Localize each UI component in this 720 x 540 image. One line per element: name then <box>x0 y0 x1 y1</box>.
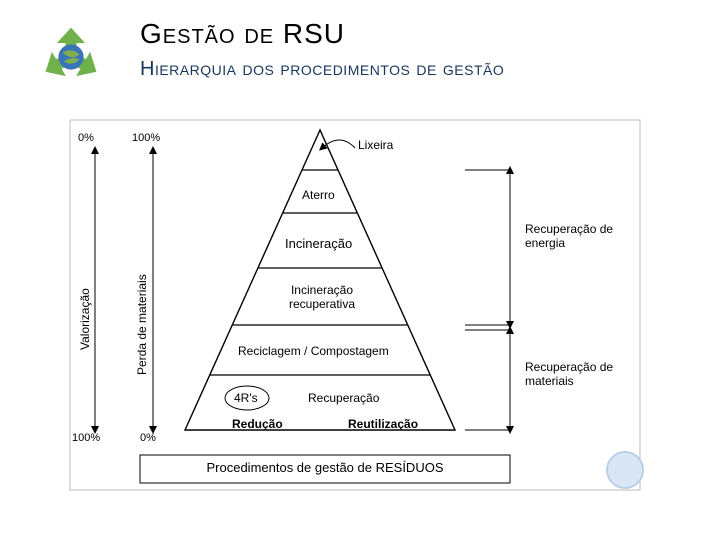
perda-bot-pct: 0% <box>140 432 156 444</box>
valorizacao-bot-pct: 100% <box>72 432 100 444</box>
label-aterro: Aterro <box>302 188 335 202</box>
pyramid-outline <box>185 130 455 430</box>
hierarchy-pyramid-diagram <box>0 0 720 540</box>
valorizacao-top-pct: 0% <box>78 132 94 144</box>
label-incin-recup: Incineração recuperativa <box>282 283 362 312</box>
label-4rs: 4R's <box>234 391 258 405</box>
label-incineracao: Incineração <box>285 236 352 251</box>
label-lixeira: Lixeira <box>358 138 393 152</box>
corner-bubble-icon <box>607 452 643 488</box>
label-reducao: Redução <box>232 417 283 431</box>
label-reciclagem: Reciclagem / Compostagem <box>238 344 389 358</box>
bottom-caption-text: Procedimentos de gestão de RESÍDUOS <box>140 460 510 475</box>
label-recup-energia: Recuperação de energia <box>525 222 635 251</box>
valorizacao-label: Valorização <box>78 230 92 350</box>
label-recup-materiais: Recuperação de materiais <box>525 360 635 389</box>
perda-top-pct: 100% <box>132 132 160 144</box>
label-reutilizacao: Reutilização <box>348 417 418 431</box>
perda-label: Perda de materiais <box>135 205 149 375</box>
label-recuperacao: Recuperação <box>308 391 379 405</box>
